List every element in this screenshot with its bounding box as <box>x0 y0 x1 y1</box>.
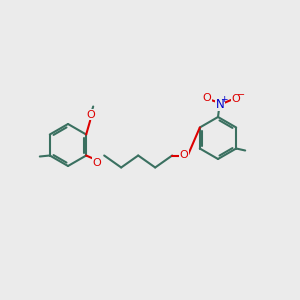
Text: O: O <box>202 93 211 103</box>
Text: O: O <box>93 158 102 167</box>
Text: N: N <box>216 98 224 110</box>
Text: O: O <box>232 94 240 104</box>
Text: O: O <box>87 110 96 119</box>
Text: −: − <box>237 90 245 100</box>
Text: O: O <box>180 149 189 160</box>
Text: +: + <box>220 94 228 103</box>
